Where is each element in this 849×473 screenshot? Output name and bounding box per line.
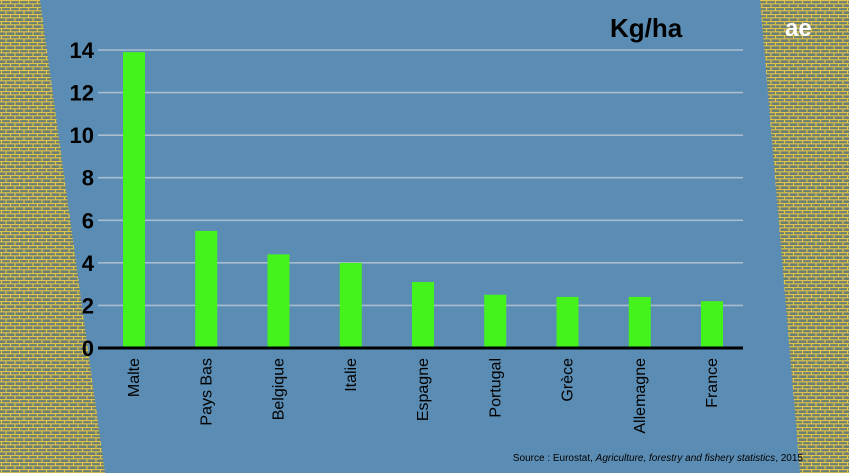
y-tick-label: 6 xyxy=(82,208,94,233)
source-title: Agriculture, forestry and fishery statis… xyxy=(595,453,776,464)
bar xyxy=(556,296,579,348)
y-tick-label: 12 xyxy=(70,81,94,106)
y-tick-label: 8 xyxy=(82,166,94,191)
x-tick-label: Grèce xyxy=(560,358,577,402)
x-tick-label: Portugal xyxy=(487,358,504,418)
bar xyxy=(339,262,362,348)
bar xyxy=(267,254,290,348)
x-tick-label: France xyxy=(704,358,721,408)
logo-text: ae xyxy=(785,15,812,42)
bars xyxy=(123,52,723,348)
x-axis-labels: Malte Pays Bas Belgique Italie Espagne Portug… xyxy=(126,358,721,434)
left-weave-panel xyxy=(0,0,105,473)
gridlines xyxy=(98,49,743,307)
y-tick-label: 2 xyxy=(82,293,94,318)
bar xyxy=(195,230,218,348)
y-axis-ticks: 0 2 4 6 8 10 12 14 xyxy=(70,38,95,361)
source-note: Source : Eurostat, Agriculture, forestry… xyxy=(513,453,804,464)
x-tick-label: Italie xyxy=(343,358,360,392)
y-tick-label: 14 xyxy=(70,38,95,63)
logo: ae xyxy=(785,15,812,42)
source-prefix: Source : Eurostat, xyxy=(513,453,596,464)
bar xyxy=(484,294,507,348)
x-tick-label: Pays Bas xyxy=(198,358,215,426)
right-weave-panel xyxy=(760,0,849,473)
x-tick-label: Espagne xyxy=(415,358,432,421)
bar xyxy=(701,301,723,348)
bar xyxy=(412,282,434,348)
unit-label: Kg/ha xyxy=(610,13,683,43)
y-tick-label: 4 xyxy=(82,251,95,276)
x-tick-label: Malte xyxy=(126,358,143,397)
y-tick-label: 0 xyxy=(82,336,94,361)
x-tick-label: Allemagne xyxy=(632,358,649,434)
x-tick-label: Belgique xyxy=(271,358,288,420)
bar xyxy=(123,52,145,348)
y-tick-label: 10 xyxy=(70,123,94,148)
bar xyxy=(628,296,651,348)
source-suffix: , 2015 xyxy=(775,453,803,464)
